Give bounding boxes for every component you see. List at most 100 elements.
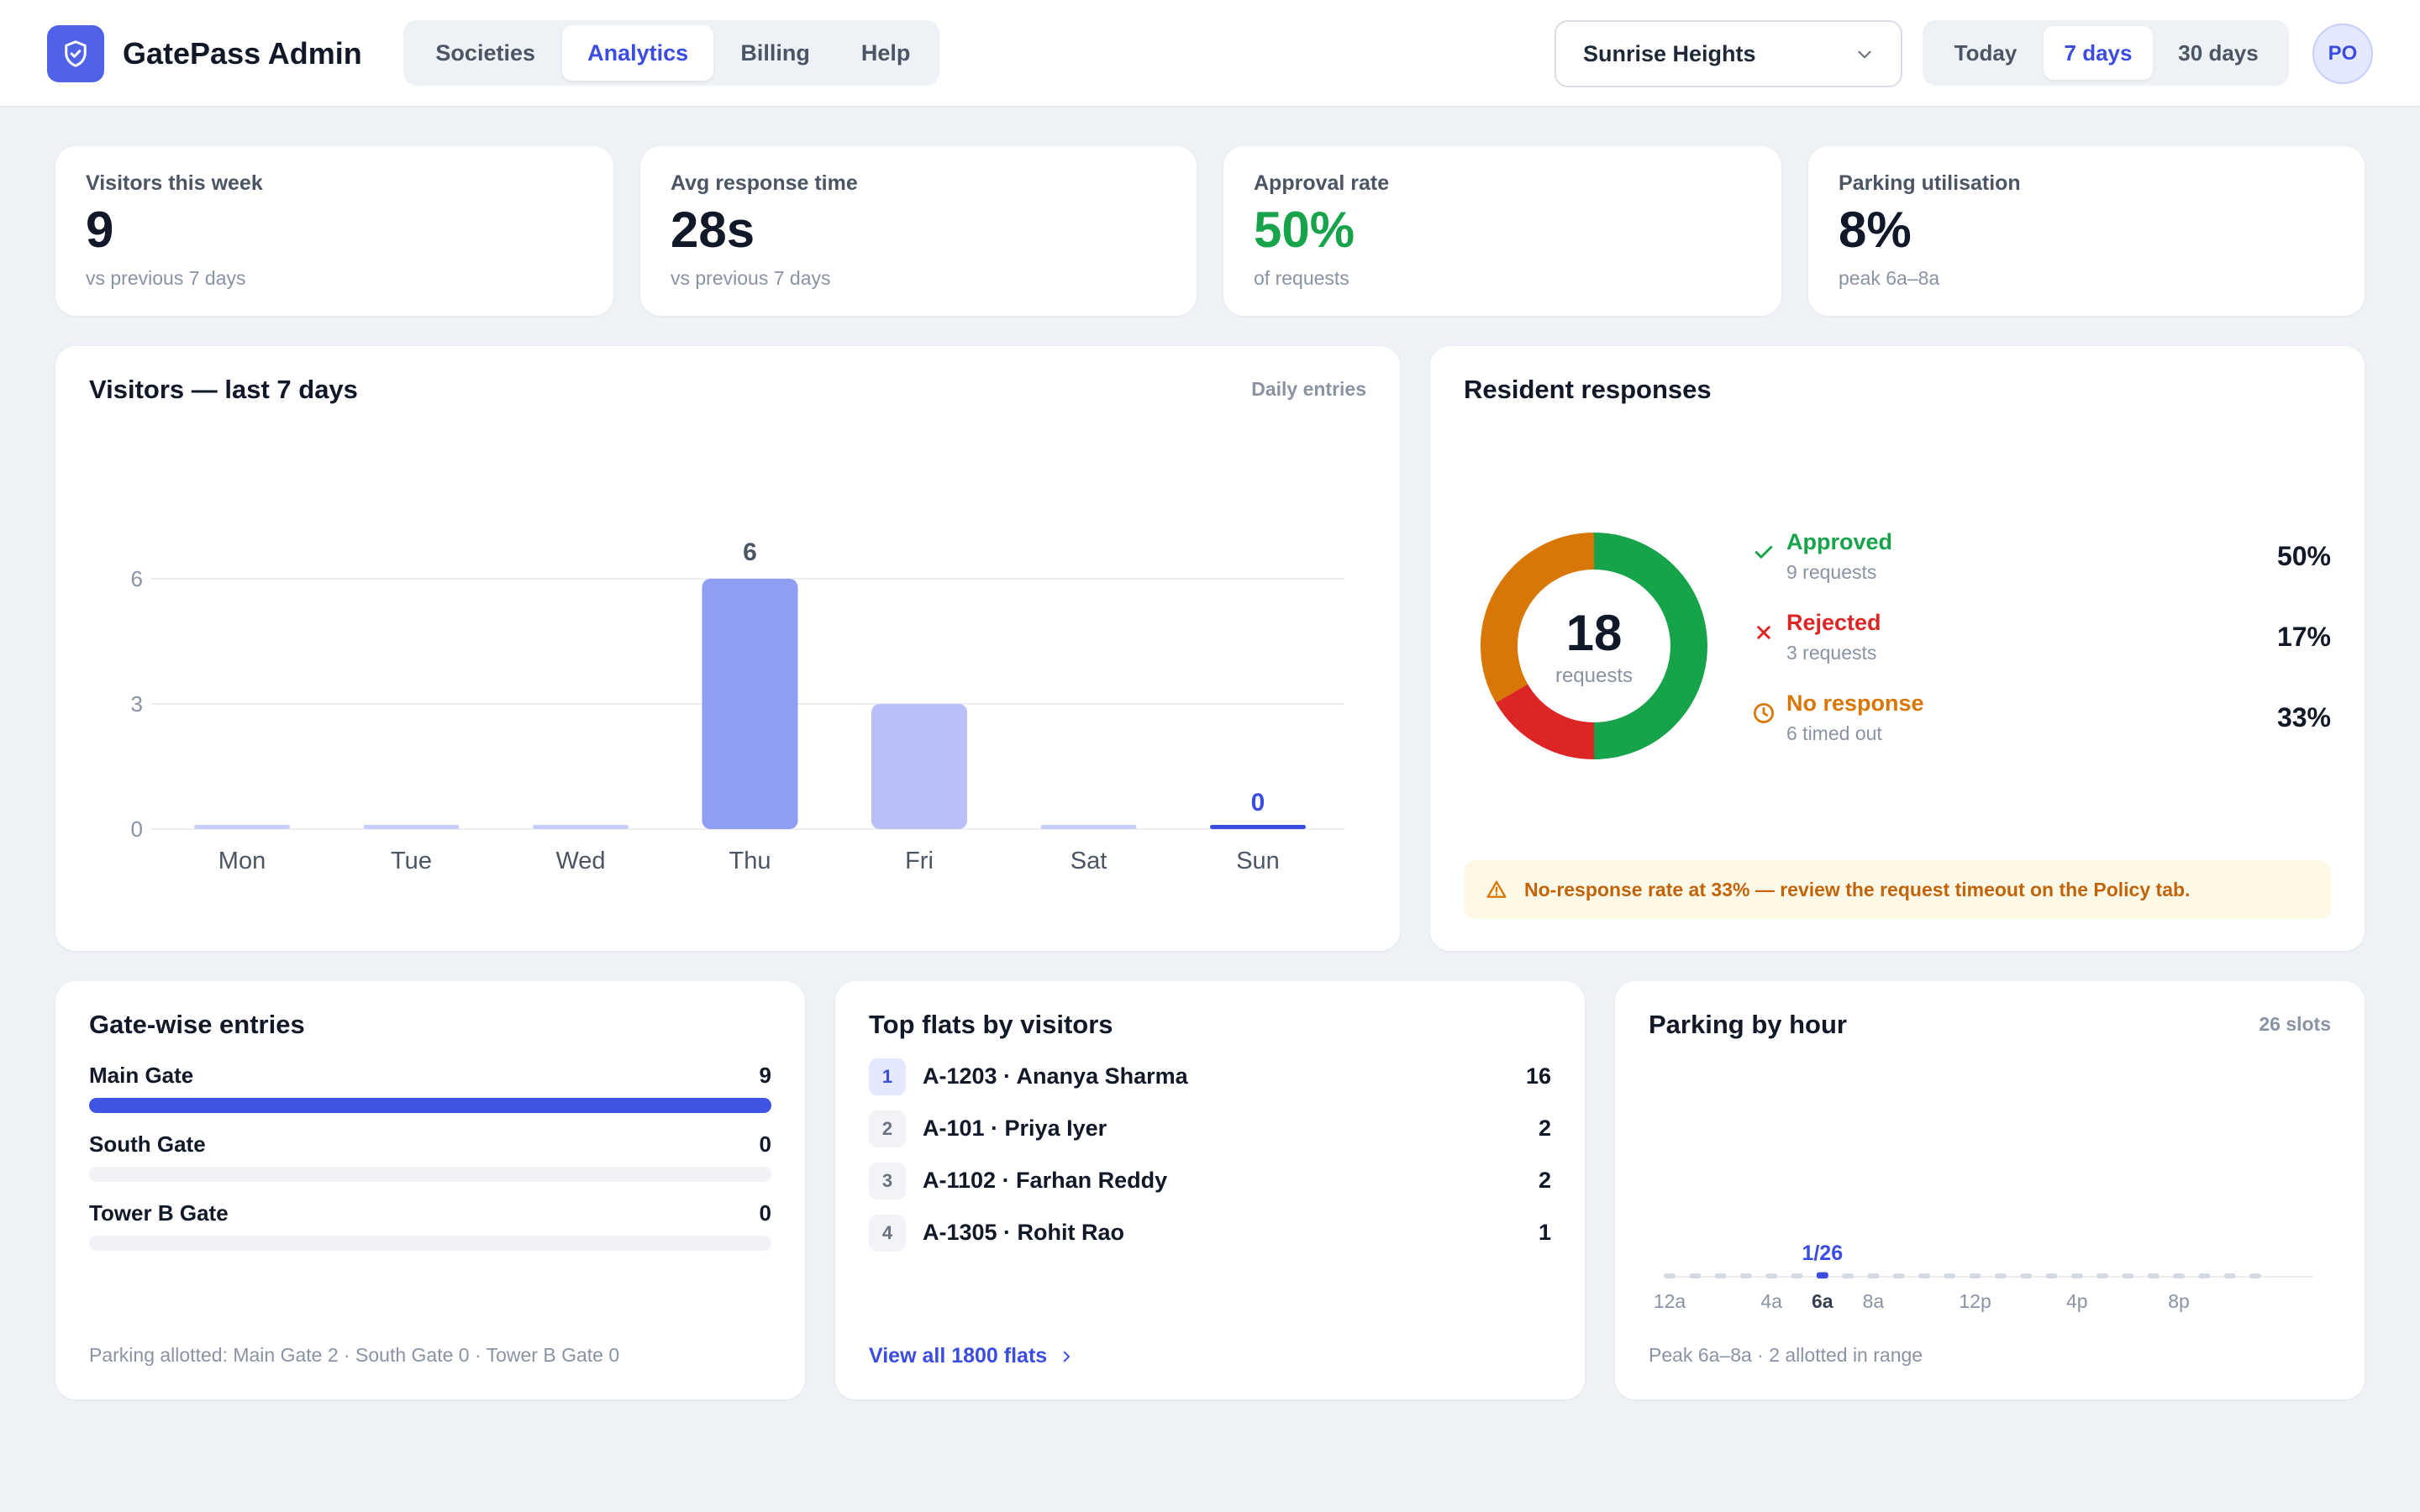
tab-societies[interactable]: Societies: [435, 39, 535, 66]
parking-hour-bar: [2122, 1273, 2134, 1278]
kpi-label: Visitors this week: [86, 171, 263, 195]
chevron-down-icon: [1858, 50, 1871, 59]
parking-footer: Peak 6a–8a · 2 allotted in range: [1649, 1344, 1923, 1366]
responses-card: Resident responses 18 requests Approved …: [1430, 346, 2365, 951]
main-nav: Societies Analytics Billing Help: [403, 20, 939, 86]
top-flats-card: Top flats by visitors 1 A-1203 · Ananya …: [835, 981, 1585, 1399]
flat-value: 2: [1538, 1116, 1551, 1141]
flat-rank: 4: [869, 1215, 906, 1252]
flat-row[interactable]: 3 A-1102 · Farhan Reddy 2: [869, 1163, 1551, 1200]
date-range-toggle: Today 7 days 30 days: [1923, 20, 2289, 86]
parking-hour-bar: [1816, 1272, 1828, 1278]
donut-slice-approved: [1593, 533, 1707, 759]
user-avatar[interactable]: PO: [2312, 24, 2373, 84]
card-meta: Daily entries: [1251, 378, 1366, 400]
parking-hour-bar: [2198, 1273, 2211, 1278]
legend-pct: 17%: [2276, 622, 2331, 652]
hour-tick-label: 6a: [1812, 1290, 1833, 1312]
kpi-card-approval-rate: Approval rate 50% of requests: [1223, 146, 1781, 316]
gate-entries-card: Gate-wise entries Main Gate 9 South Gate…: [55, 981, 805, 1399]
kpi-label: Parking utilisation: [1839, 171, 2021, 195]
gate-bar-track: [89, 1167, 771, 1182]
peak-label: 1/26: [1802, 1242, 1843, 1265]
card-title: Parking by hour: [1649, 1010, 1847, 1039]
legend-name: No response: [1786, 690, 1924, 716]
range-7-days[interactable]: 7 days: [2044, 26, 2153, 80]
hour-tick-label: 4p: [2066, 1290, 2088, 1312]
parking-hour-bar: [2045, 1273, 2058, 1278]
card-meta: 26 slots: [2259, 1013, 2331, 1035]
kpi-value: 8%: [1839, 202, 1912, 258]
legend-pct: 50%: [2276, 541, 2331, 571]
flat-row[interactable]: 1 A-1203 · Ananya Sharma 16: [869, 1058, 1551, 1095]
x-tick-label: Mon: [218, 848, 266, 874]
kpi-sub: peak 6a–8a: [1839, 267, 1940, 289]
bar: [194, 825, 290, 829]
range-30-days[interactable]: 30 days: [2178, 39, 2259, 66]
gate-value: 9: [759, 1063, 771, 1088]
parking-hour-bar: [2223, 1273, 2236, 1278]
gate-value: 0: [759, 1131, 771, 1157]
flat-value: 16: [1525, 1063, 1551, 1089]
bar: [702, 579, 798, 829]
legend-sub: 9 requests: [1786, 561, 1877, 583]
kpi-label: Avg response time: [671, 171, 858, 195]
flat-row[interactable]: 2 A-101 · Priya Iyer 2: [869, 1110, 1551, 1147]
view-all-label: View all 1800 flats: [869, 1344, 1048, 1368]
parking-hour-bar: [1892, 1273, 1905, 1278]
app-title: GatePass Admin: [123, 36, 362, 71]
parking-hour-bar: [1791, 1273, 1803, 1278]
flat-rank: 3: [869, 1163, 906, 1200]
gate-name: South Gate: [89, 1131, 206, 1157]
gate-bar-track: [89, 1236, 771, 1251]
gate-name: Tower B Gate: [89, 1200, 229, 1226]
parking-hour-bar: [1714, 1273, 1727, 1278]
gate-name: Main Gate: [89, 1063, 194, 1088]
parking-hour-bar: [1867, 1273, 1880, 1278]
tab-analytics[interactable]: Analytics: [562, 25, 713, 81]
parking-hour-bar: [1664, 1273, 1676, 1278]
tab-billing[interactable]: Billing: [740, 39, 810, 66]
donut-slice-rejected: [1496, 683, 1595, 759]
view-all-flats-link[interactable]: View all 1800 flats: [869, 1344, 1074, 1368]
parking-card: Parking by hour 26 slots 1/26 12a 4a 6a 8a 12…: [1615, 981, 2365, 1399]
y-tick-label: 6: [131, 566, 143, 591]
society-select[interactable]: Sunrise Heights: [1555, 20, 1902, 87]
gate-bar-track: [89, 1098, 771, 1113]
donut-total-label: requests: [1555, 664, 1633, 687]
parking-hour-bar: [1765, 1273, 1778, 1278]
check-icon: [1754, 545, 1773, 559]
bar: [533, 825, 629, 829]
parking-hour-bar: [2070, 1273, 2083, 1278]
x-tick-label: Wed: [555, 848, 605, 874]
x-tick-label: Fri: [905, 848, 934, 874]
kpi-card-parking: Parking utilisation 8% peak 6a–8a: [1808, 146, 2365, 316]
bar: [1210, 825, 1306, 829]
card-title: Top flats by visitors: [869, 1010, 1113, 1039]
kpi-value: 50%: [1254, 202, 1355, 258]
top-bar: GatePass Admin Societies Analytics Billi…: [0, 0, 2420, 108]
parking-hour-bar: [1739, 1273, 1752, 1278]
legend-rejected: Rejected 3 requests 17%: [1751, 608, 2331, 675]
tab-help[interactable]: Help: [860, 39, 911, 66]
flat-name: A-1102 · Farhan Reddy: [923, 1168, 1168, 1193]
parking-hour-bar: [1689, 1273, 1702, 1278]
kpi-label: Approval rate: [1254, 171, 1390, 195]
legend-name: Approved: [1786, 529, 1893, 554]
visitors-chart-card: Visitors — last 7 days Daily entries 0 3 6…: [55, 346, 1400, 951]
flat-row[interactable]: 4 A-1305 · Rohit Rao 1: [869, 1215, 1551, 1252]
kpi-value: 9: [86, 202, 114, 258]
clock-icon: [1754, 703, 1774, 723]
kpi-sub: of requests: [1254, 267, 1349, 289]
kpi-card-response-time: Avg response time 28s vs previous 7 days: [640, 146, 1197, 316]
range-today[interactable]: Today: [1954, 39, 2018, 66]
hour-tick-label: 12a: [1654, 1290, 1686, 1312]
legend-pct: 33%: [2276, 702, 2331, 732]
kpi-sub: vs previous 7 days: [671, 267, 831, 289]
parking-hour-bar: [2020, 1273, 2033, 1278]
hour-tick-label: 4a: [1760, 1290, 1782, 1312]
responses-donut-chart: 18 requests: [1481, 533, 1707, 759]
app-logo[interactable]: [47, 25, 104, 82]
parking-hour-bar: [2173, 1273, 2185, 1278]
parking-hour-bar: [1969, 1273, 1981, 1278]
